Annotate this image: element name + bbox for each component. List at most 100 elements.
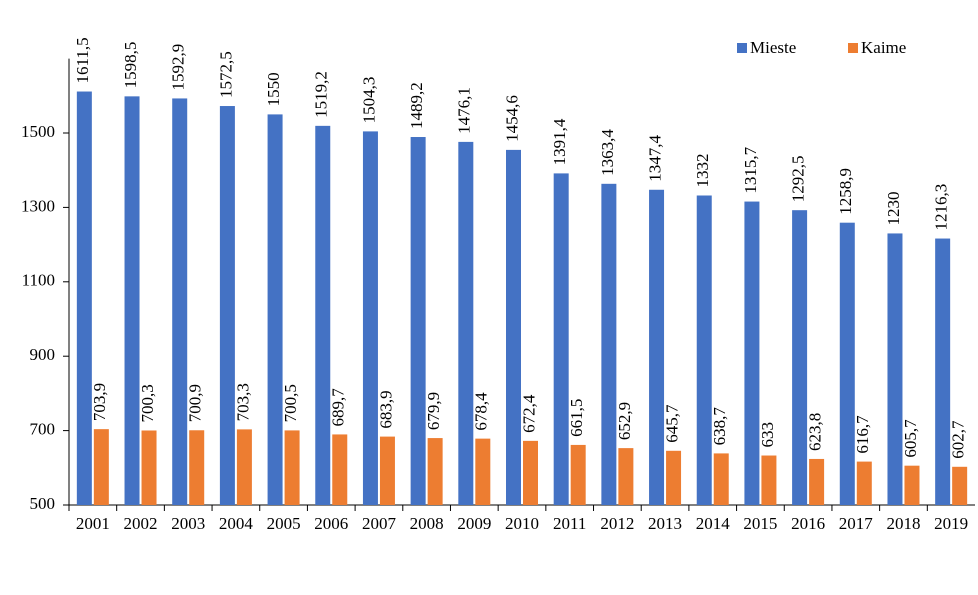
x-tick-label: 2014: [696, 514, 731, 533]
value-label: 1504,3: [359, 77, 378, 124]
value-label: 1598,5: [121, 42, 140, 89]
value-label: 1592,9: [169, 44, 188, 91]
value-label: 1550: [264, 72, 283, 106]
value-label: 1611,5: [73, 37, 92, 83]
x-tick-label: 2008: [410, 514, 444, 533]
bar: [284, 430, 300, 505]
bar: [236, 429, 252, 505]
value-label: 672,4: [519, 394, 538, 433]
bar: [570, 444, 586, 505]
bar: [362, 131, 378, 506]
value-label: 605,7: [901, 419, 920, 458]
bar: [315, 125, 331, 505]
value-label: 1216,3: [932, 184, 951, 231]
x-tick-label: 2017: [839, 514, 874, 533]
x-tick-label: 2004: [219, 514, 254, 533]
bar: [856, 461, 872, 505]
value-label: 1292,5: [789, 155, 808, 202]
legend-swatch: [737, 43, 747, 53]
x-tick-label: 2011: [553, 514, 586, 533]
legend-label: Mieste: [750, 38, 796, 57]
value-label: 703,9: [90, 383, 109, 421]
bar: [124, 96, 140, 505]
value-label: 1391,4: [550, 118, 569, 165]
bar: [93, 429, 109, 505]
x-tick-label: 2016: [791, 514, 825, 533]
value-label: 679,9: [424, 392, 443, 430]
bar: [267, 114, 283, 506]
value-label: 645,7: [662, 404, 681, 443]
bar: [141, 430, 157, 505]
bar: [809, 458, 825, 505]
bar: [410, 137, 426, 506]
value-label: 1476,1: [455, 87, 474, 134]
bar: [458, 141, 474, 505]
x-tick-label: 2013: [648, 514, 682, 533]
bar: [649, 189, 665, 505]
value-label: 633: [758, 422, 777, 448]
value-label: 700,3: [138, 384, 157, 422]
bar: [506, 149, 521, 505]
bar: [172, 98, 188, 506]
y-tick-label: 500: [30, 494, 56, 513]
x-tick-label: 2002: [124, 514, 158, 533]
x-tick-label: 2003: [171, 514, 205, 533]
bar: [713, 453, 729, 505]
value-label: 703,3: [233, 383, 252, 421]
x-tick-label: 2007: [362, 514, 397, 533]
bar: [475, 438, 491, 505]
bar: [219, 106, 235, 505]
value-label: 1230: [884, 191, 903, 225]
x-tick-label: 2006: [314, 514, 348, 533]
value-label: 700,5: [281, 384, 300, 422]
bar: [76, 91, 92, 505]
value-label: 616,7: [853, 415, 872, 454]
value-label: 700,9: [186, 384, 205, 422]
bar: [618, 448, 634, 505]
bar: [744, 201, 760, 505]
y-tick-label: 900: [30, 345, 56, 364]
bar: [601, 183, 617, 506]
x-tick-label: 2018: [886, 514, 920, 533]
value-label: 678,4: [472, 392, 491, 431]
bar: [792, 210, 808, 505]
bar: [887, 233, 903, 505]
bar: [904, 465, 920, 505]
value-label: 623,8: [806, 413, 825, 451]
bar: [523, 440, 538, 505]
value-label: 689,7: [329, 388, 348, 427]
bar: [696, 195, 712, 505]
x-tick-label: 2010: [505, 514, 539, 533]
value-label: 1363,4: [598, 129, 617, 176]
value-label: 652,9: [615, 402, 634, 440]
bar: [935, 238, 951, 505]
y-tick-label: 1500: [21, 122, 55, 141]
value-label: 661,5: [567, 399, 586, 437]
bar: [332, 434, 348, 505]
value-label: 1489,2: [407, 82, 426, 129]
bar: [839, 222, 855, 505]
y-tick-label: 1300: [21, 196, 55, 215]
value-label: 1572,5: [216, 51, 235, 98]
value-label: 1519,2: [312, 71, 331, 118]
bar: [761, 455, 777, 505]
value-label: 1332: [693, 153, 712, 187]
value-label: 1454,6: [502, 95, 521, 142]
value-label: 638,7: [710, 407, 729, 446]
bar: [666, 450, 682, 505]
value-label: 1315,7: [741, 146, 760, 193]
y-tick-label: 1100: [22, 271, 55, 290]
x-tick-label: 2015: [743, 514, 777, 533]
bar: [427, 438, 443, 505]
x-tick-label: 2001: [76, 514, 110, 533]
x-tick-label: 2005: [267, 514, 301, 533]
value-label: 602,7: [949, 420, 968, 459]
value-label: 683,9: [376, 390, 395, 428]
legend-swatch: [848, 43, 858, 53]
x-tick-label: 2012: [600, 514, 634, 533]
x-tick-label: 2019: [934, 514, 968, 533]
bar: [379, 436, 395, 505]
bar: [189, 430, 205, 505]
